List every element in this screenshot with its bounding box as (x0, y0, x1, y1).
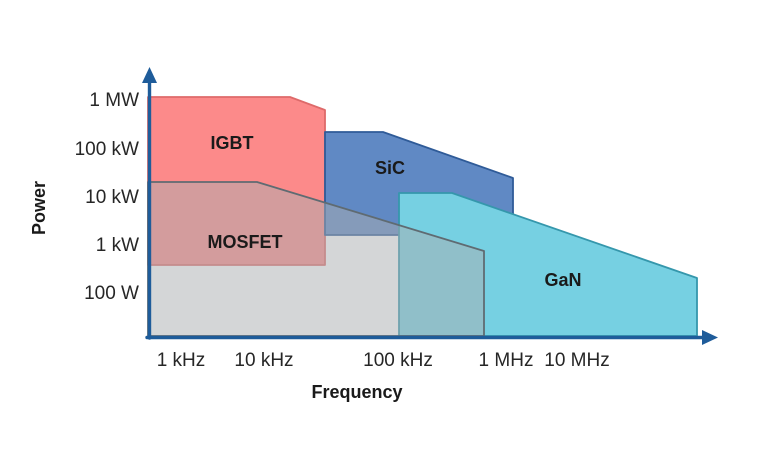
x-tick-10khz: 10 kHz (234, 350, 293, 371)
x-axis-title: Frequency (311, 382, 402, 402)
x-tick-labels: 1 kHz 10 kHz 100 kHz 1 MHz 10 MHz (157, 350, 610, 371)
x-axis-arrow-icon (702, 330, 718, 345)
region-labels: IGBT SiC GaN MOSFET (208, 133, 582, 290)
mosfet-label: MOSFET (208, 232, 283, 252)
axes (142, 67, 718, 345)
y-axis-title: Power (29, 181, 49, 235)
x-tick-100khz: 100 kHz (363, 350, 433, 371)
x-tick-1mhz: 1 MHz (479, 350, 534, 371)
gan-label: GaN (544, 270, 581, 290)
y-axis-arrow-icon (142, 67, 157, 83)
sic-label: SiC (375, 158, 405, 178)
axis-titles: Power Frequency (29, 181, 403, 402)
y-tick-1mw: 1 MW (89, 90, 139, 111)
x-tick-10mhz: 10 MHz (544, 350, 609, 371)
chart-regions (147, 96, 698, 337)
igbt-label: IGBT (211, 133, 254, 153)
y-tick-100w: 100 W (84, 283, 139, 304)
y-tick-10kw: 10 kW (85, 187, 139, 208)
y-tick-labels: 1 MW 100 kW 10 kW 1 kW 100 W (75, 90, 139, 304)
y-tick-100kw: 100 kW (75, 139, 139, 160)
x-tick-1khz: 1 kHz (157, 350, 206, 371)
y-tick-1kw: 1 kW (96, 235, 139, 256)
